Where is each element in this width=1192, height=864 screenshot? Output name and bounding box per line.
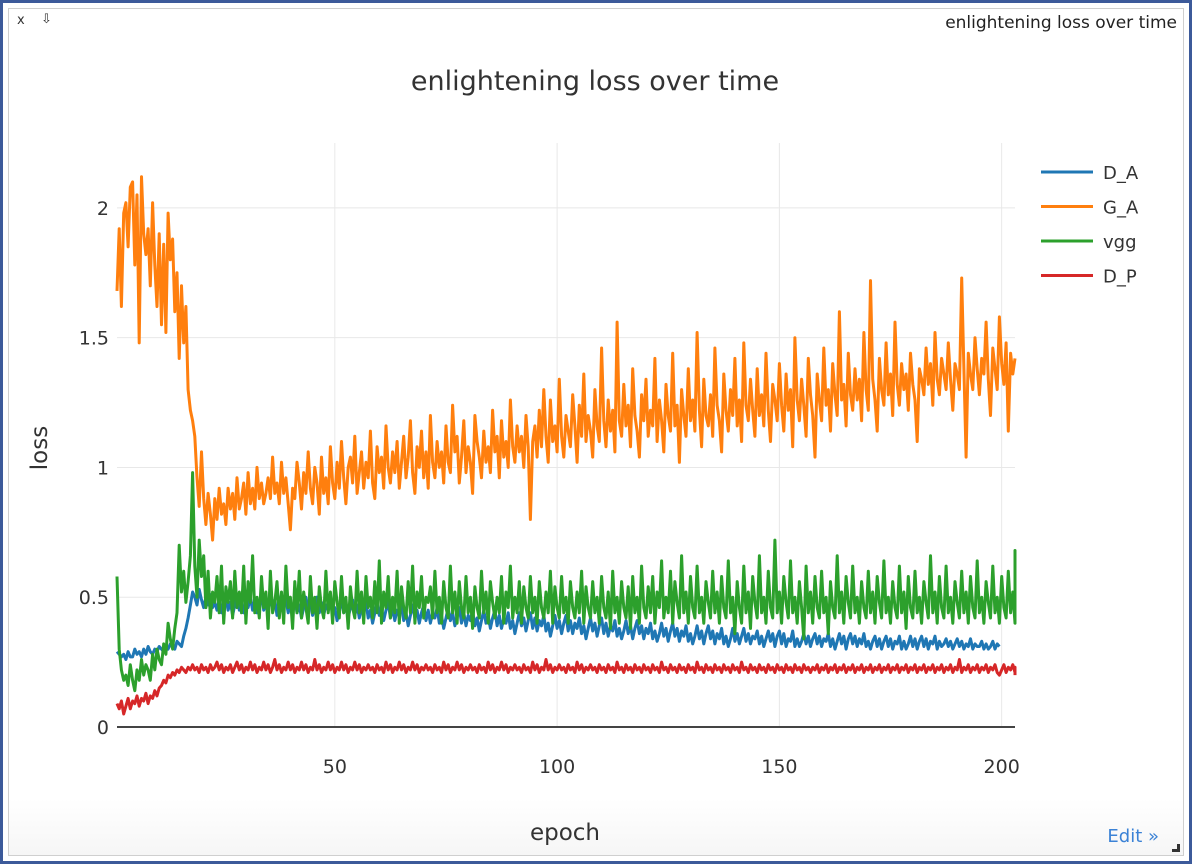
series-line-vgg	[115, 471, 1017, 693]
y-tick-label: 1.5	[79, 328, 109, 350]
plot-panel: x ⇩ enlightening loss over time Edit »	[8, 8, 1184, 856]
legend-label-g_a: G_A	[1103, 198, 1139, 219]
chart-svg: 50 100 150 200 0 0.5 1 1.5 2 enlightening loss o…	[27, 66, 1139, 846]
x-tick-label: 50	[323, 756, 347, 778]
window-title: enlightening loss over time	[945, 13, 1177, 33]
series-line-d_p	[115, 658, 1017, 716]
close-button[interactable]: x	[17, 13, 25, 28]
legend-label-vgg: vgg	[1103, 232, 1137, 253]
series-line-g_a	[115, 175, 1017, 542]
window-topbar: x ⇩ enlightening loss over time	[9, 9, 1183, 35]
y-tick-label: 1	[97, 457, 109, 479]
legend-label-d_p: D_P	[1103, 267, 1137, 288]
x-tick-label: 100	[539, 756, 575, 778]
y-axis-title: loss	[27, 426, 53, 470]
y-tick-label: 0	[97, 717, 109, 739]
edit-link[interactable]: Edit »	[1107, 826, 1159, 847]
chart-axes: 50 100 150 200 0 0.5 1 1.5 2	[79, 198, 1020, 778]
chart-series	[115, 175, 1017, 716]
x-tick-label: 150	[761, 756, 797, 778]
x-tick-label: 200	[984, 756, 1020, 778]
download-icon[interactable]: ⇩	[41, 12, 52, 27]
y-tick-label: 0.5	[79, 587, 109, 609]
resize-handle-icon[interactable]	[1172, 844, 1180, 852]
legend-label-d_a: D_A	[1103, 163, 1139, 184]
chart-title: enlightening loss over time	[411, 66, 779, 97]
bottom-strip: Edit »	[9, 799, 1183, 855]
y-tick-label: 2	[97, 198, 109, 220]
x-axis-title: epoch	[530, 820, 600, 846]
